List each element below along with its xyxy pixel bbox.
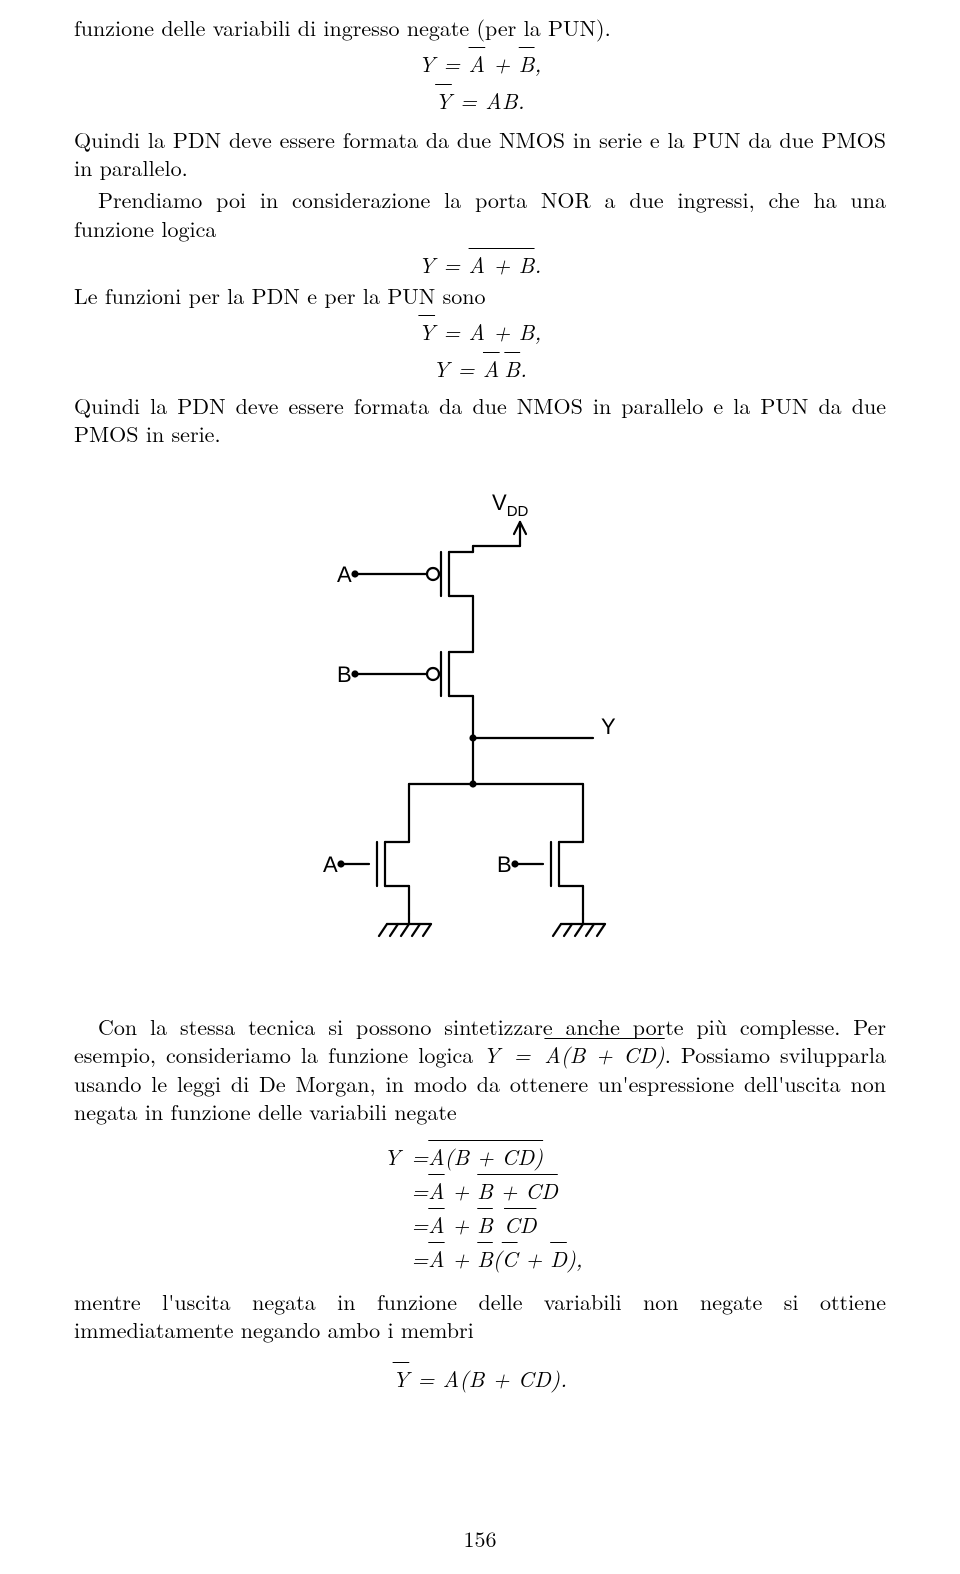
para-negated-output: mentre l'uscita negata in funzione delle… bbox=[74, 1288, 886, 1344]
equation-y-nand-1: Y = A + B, bbox=[74, 48, 886, 79]
aligned-derivation: Y =A(B + CD) =A + B + CD =A + B CD =A + … bbox=[74, 1140, 886, 1276]
svg-text:B: B bbox=[337, 662, 352, 687]
svg-text:Y: Y bbox=[601, 714, 616, 739]
svg-text:B: B bbox=[497, 852, 512, 877]
svg-text:A: A bbox=[337, 562, 352, 587]
equation-nor-ybar: Y = A + B, bbox=[74, 316, 886, 347]
equation-y-nand-2: Y = AB. bbox=[74, 85, 886, 116]
nor-circuit-figure: VDD A B Y A B bbox=[74, 484, 886, 969]
para-nor-conclusion: Quindi la PDN deve essere formata da due… bbox=[74, 392, 886, 448]
para-nor-intro: Prendiamo poi in considerazione la porta… bbox=[74, 186, 886, 242]
equation-nor-y: Y = A + B. bbox=[74, 249, 886, 280]
para-complex-intro: Con la stessa tecnica si possono sinteti… bbox=[74, 1013, 886, 1126]
para-intro: funzione delle variabili di ingresso neg… bbox=[74, 14, 886, 42]
para-nand-conclusion: Quindi la PDN deve essere formata da due… bbox=[74, 126, 886, 182]
svg-text:A: A bbox=[323, 852, 338, 877]
inline-eq-complex: Y = A(B + CD) bbox=[483, 1039, 664, 1070]
svg-text:VDD: VDD bbox=[492, 490, 529, 520]
page-number: 156 bbox=[0, 1523, 960, 1554]
equation-nor-y-prod: Y = A B. bbox=[74, 353, 886, 384]
para-nor-funcs: Le funzioni per la PDN e per la PUN sono bbox=[74, 282, 886, 310]
equation-ybar-final: Y = A(B + CD). bbox=[74, 1363, 886, 1394]
